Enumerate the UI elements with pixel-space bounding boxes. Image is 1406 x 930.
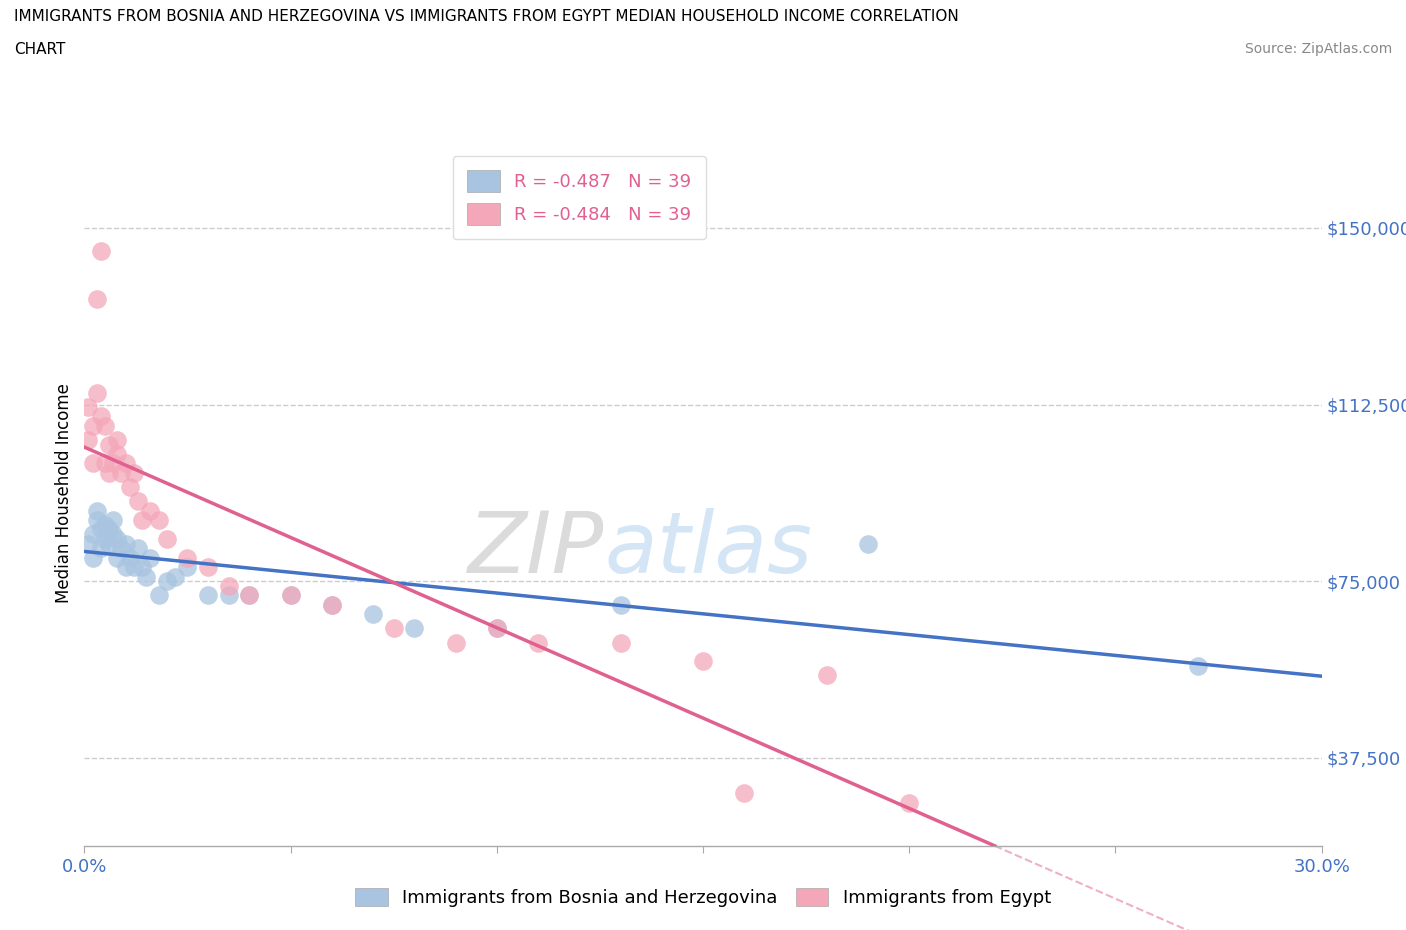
Point (139, 503, 162, 518)
Point (90, 244, 112, 259)
Point (815, 668, 838, 683)
Point (238, 588, 260, 603)
Point (127, 541, 149, 556)
Point (103, 456, 125, 471)
Point (105, 531, 128, 546)
Point (444, 635, 467, 650)
Point (77, 400, 100, 415)
Text: IMMIGRANTS FROM BOSNIA AND HERZEGOVINA VS IMMIGRANTS FROM EGYPT MEDIAN HOUSEHOLD: IMMIGRANTS FROM BOSNIA AND HERZEGOVINA V… (14, 9, 959, 24)
Point (98, 465, 121, 480)
Point (86, 385, 108, 400)
Point (609, 597, 631, 612)
Text: ZIP: ZIP (468, 508, 605, 591)
Text: CHART: CHART (14, 42, 66, 57)
Point (176, 551, 198, 565)
Point (131, 560, 153, 575)
Point (131, 512, 153, 527)
Point (156, 531, 179, 546)
Point (127, 494, 149, 509)
Point (321, 597, 343, 612)
Point (77, 432, 100, 447)
Point (94, 517, 117, 532)
Point (114, 560, 136, 575)
Point (82, 526, 104, 541)
Point (280, 588, 302, 603)
Point (77, 536, 100, 551)
Legend: R = -0.487   N = 39, R = -0.484   N = 39: R = -0.487 N = 39, R = -0.484 N = 39 (453, 155, 706, 239)
Point (110, 541, 132, 556)
Point (218, 588, 240, 603)
Point (692, 654, 714, 669)
Point (82, 551, 104, 565)
Point (122, 560, 145, 575)
Point (148, 512, 170, 527)
Point (856, 536, 879, 551)
Point (105, 432, 128, 447)
Point (165, 569, 187, 584)
Point (218, 578, 240, 593)
Point (90, 541, 112, 556)
Point (527, 635, 550, 650)
Point (280, 588, 302, 603)
Legend: Immigrants from Bosnia and Herzegovina, Immigrants from Egypt: Immigrants from Bosnia and Herzegovina, … (346, 879, 1060, 916)
Point (82, 456, 104, 471)
Point (404, 621, 426, 636)
Point (898, 795, 921, 810)
Point (609, 635, 631, 650)
Point (114, 536, 136, 551)
Point (238, 588, 260, 603)
Point (321, 597, 343, 612)
Point (86, 512, 108, 527)
Y-axis label: Median Household Income: Median Household Income (55, 383, 73, 603)
Point (148, 588, 170, 603)
Point (82, 418, 104, 433)
Point (122, 465, 145, 480)
Point (485, 621, 508, 636)
Text: atlas: atlas (605, 508, 813, 591)
Point (105, 551, 128, 565)
Point (94, 418, 117, 433)
Point (103, 526, 125, 541)
Point (98, 522, 121, 537)
Point (156, 574, 179, 589)
Point (86, 503, 108, 518)
Point (382, 621, 405, 636)
Point (86, 291, 108, 306)
Point (114, 456, 136, 471)
Point (118, 480, 141, 495)
Point (94, 531, 117, 546)
Point (94, 456, 117, 471)
Point (485, 621, 508, 636)
Point (135, 569, 157, 584)
Point (733, 786, 755, 801)
Point (118, 551, 141, 565)
Point (139, 551, 162, 565)
Point (90, 409, 112, 424)
Point (197, 588, 219, 603)
Point (98, 437, 121, 452)
Point (105, 446, 128, 461)
Point (103, 512, 125, 527)
Point (197, 560, 219, 575)
Point (176, 560, 198, 575)
Point (1187, 658, 1209, 673)
Text: Source: ZipAtlas.com: Source: ZipAtlas.com (1244, 42, 1392, 56)
Point (98, 536, 121, 551)
Point (110, 465, 132, 480)
Point (90, 522, 112, 537)
Point (361, 606, 384, 621)
